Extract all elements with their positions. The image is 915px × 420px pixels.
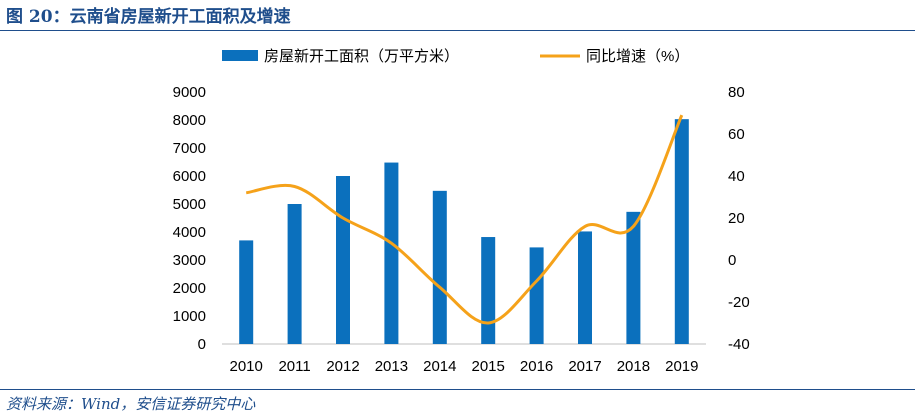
bar (384, 162, 399, 344)
x-tick-label: 2017 (568, 358, 601, 375)
x-tick-label: 2016 (520, 358, 553, 375)
bar (481, 237, 496, 344)
x-tick-label: 2011 (278, 358, 310, 375)
growth-line (245, 114, 684, 325)
bar (287, 204, 302, 344)
legend-bar-label: 房屋新开工面积（万平方米） (264, 48, 459, 65)
y-left-tick-label: 4000 (173, 224, 206, 241)
y-left-tick-label: 2000 (173, 280, 206, 297)
bar (239, 240, 254, 344)
x-tick-label: 2019 (665, 358, 698, 375)
y-right-tick-label: -20 (728, 294, 750, 311)
chart-title: 图 20：云南省房屋新开工面积及增速 (6, 7, 291, 27)
y-left-tick-label: 3000 (173, 252, 206, 269)
legend-line-label: 同比增速（%） (586, 48, 689, 65)
x-tick-label: 2018 (617, 358, 650, 375)
legend-bar-swatch (222, 50, 258, 61)
x-tick-label: 2013 (375, 358, 408, 375)
y-left-tick-label: 9000 (173, 84, 206, 101)
bar (432, 190, 447, 344)
y-right-tick-label: 0 (728, 252, 736, 269)
source-note: 资料来源：Wind，安信证券研究中心 (6, 395, 256, 413)
y-right-tick-label: 40 (728, 168, 745, 185)
y-left-tick-label: 0 (198, 336, 206, 353)
y-right-tick-label: 20 (728, 210, 745, 227)
y-right-tick-label: -40 (728, 336, 750, 353)
source-divider (0, 389, 915, 390)
x-tick-label: 2015 (472, 358, 505, 375)
x-tick-label: 2012 (326, 358, 359, 375)
y-left-tick-label: 8000 (173, 112, 206, 129)
y-left-tick-label: 5000 (173, 196, 206, 213)
bar (578, 231, 592, 344)
title-divider (0, 30, 915, 31)
y-left-tick-label: 1000 (173, 308, 206, 325)
y-left-tick-label: 6000 (173, 168, 206, 185)
bar (674, 119, 689, 344)
y-left-tick-label: 7000 (173, 140, 206, 157)
bar (529, 247, 544, 344)
bar (626, 211, 641, 344)
x-tick-label: 2010 (230, 358, 263, 375)
y-right-tick-label: 80 (728, 84, 745, 101)
bar (336, 176, 350, 344)
y-right-tick-label: 60 (728, 126, 745, 143)
x-tick-label: 2014 (423, 358, 456, 375)
